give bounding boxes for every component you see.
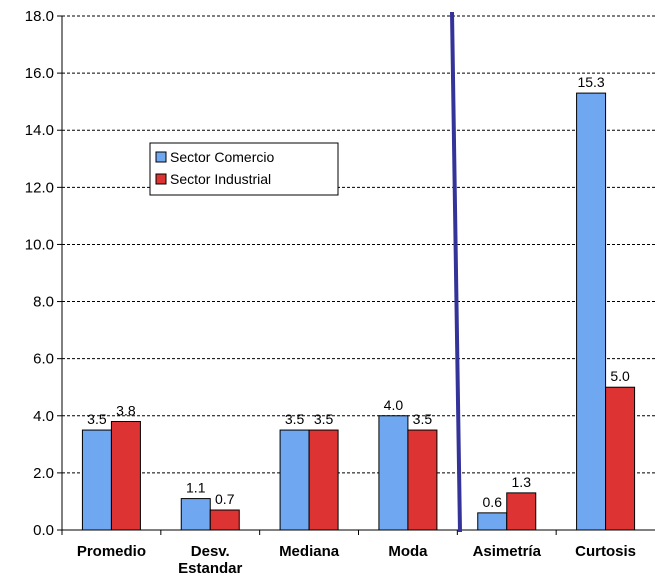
bar-comercio [81,429,112,531]
y-tick-label: 12.0 [25,179,54,196]
data-labels: 3.5 1.1 3.5 4.0 0.6 15.3 3.8 0.7 3.5 3.5 1.3 5.0 [87,74,630,510]
bar-industrial [308,429,339,531]
bar-industrial [110,420,141,531]
x-category-label: Asimetría [473,543,542,560]
y-tick-label: 10.0 [25,236,54,253]
legend-swatch [155,151,167,163]
data-label: 5.0 [610,368,630,384]
y-tick-label: 2.0 [33,465,54,482]
legend-swatch [155,173,167,185]
bar-comercio [378,415,409,531]
bar-industrial [506,492,537,531]
y-tick-label: 18.0 [25,8,54,25]
bar-comercio [477,512,508,531]
y-tick-label: 0.0 [33,522,54,539]
bars [81,92,636,531]
data-label: 0.7 [215,491,235,507]
divider [450,11,462,533]
axes: 0.0 2.0 4.0 6.0 8.0 10.0 12.0 14.0 16.0 18.0 Prome… [25,8,655,577]
data-label: 1.3 [512,474,532,490]
x-category-label: Curtosis [575,543,636,560]
data-label: 3.8 [116,402,136,418]
data-label: 3.5 [285,411,305,427]
x-category-label: Desv. Estandar [178,543,242,577]
bar-comercio [576,92,607,531]
divider-line [450,11,462,533]
y-tick-label: 8.0 [33,294,54,311]
data-label: 3.5 [314,411,334,427]
y-tick-label: 4.0 [33,408,54,425]
data-label: 3.5 [87,411,107,427]
legend-label: Sector Comercio [170,149,274,165]
y-tick-label: 14.0 [25,122,54,139]
x-category-label: Promedio [77,543,146,560]
legend: Sector Comercio Sector Industrial [149,142,339,196]
x-category-label: Mediana [279,543,340,560]
y-tick-label: 6.0 [33,351,54,368]
legend-box [149,142,339,196]
grid-lines [62,15,655,474]
data-label: 1.1 [186,480,206,496]
y-tick-label: 16.0 [25,65,54,82]
bar-comercio [180,498,211,531]
data-label: 4.0 [384,397,404,413]
data-label: 0.6 [483,494,503,510]
data-label: 3.5 [413,411,433,427]
bar-industrial [209,509,240,531]
x-category-label: Moda [388,543,428,560]
legend-label: Sector Industrial [170,171,271,187]
bar-industrial [605,386,636,531]
bar-comercio [279,429,310,531]
data-label: 15.3 [577,74,604,90]
bar-industrial [407,429,438,531]
